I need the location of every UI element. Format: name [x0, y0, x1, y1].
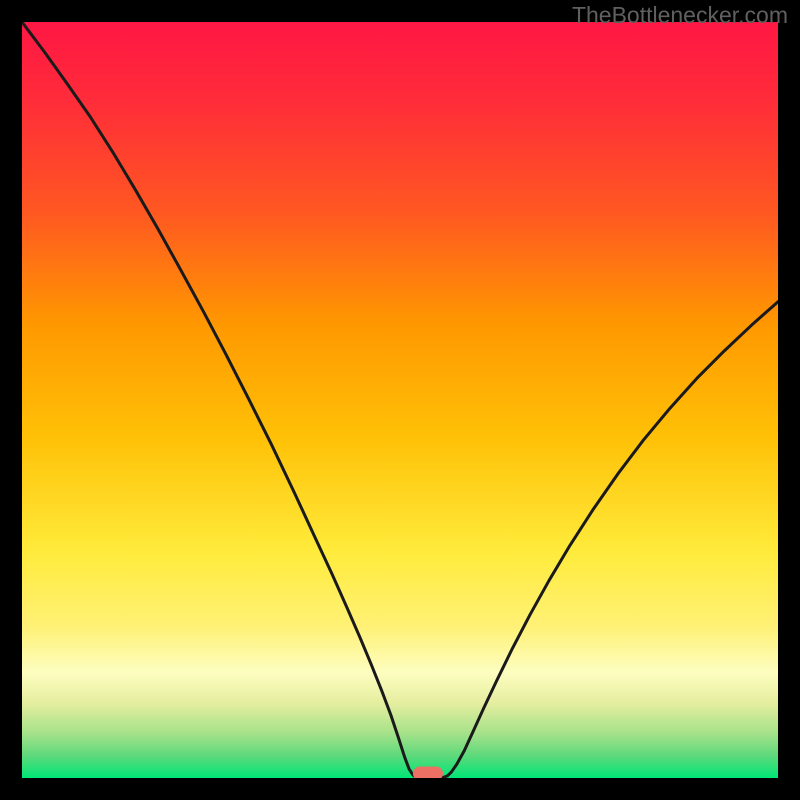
plot-area — [22, 22, 778, 778]
watermark-text: TheBottlenecker.com — [572, 2, 788, 29]
gradient-background — [22, 22, 778, 778]
chart-frame: TheBottlenecker.com — [0, 0, 800, 800]
optimum-marker — [413, 766, 443, 778]
